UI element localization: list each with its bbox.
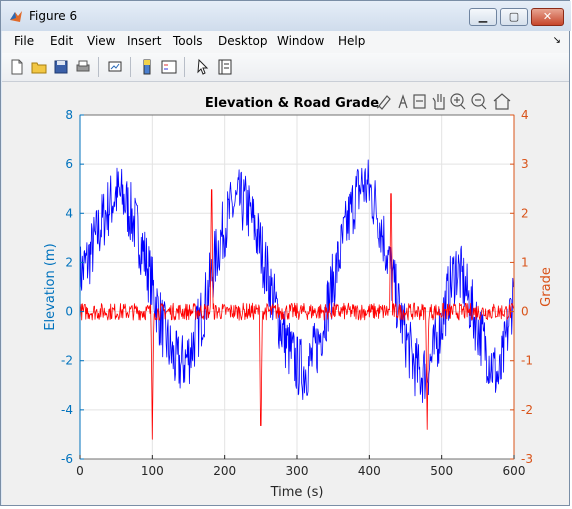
print-icon[interactable] [74,58,92,76]
right-y-tick-label: 4 [521,108,529,122]
open-file-icon[interactable] [30,58,48,76]
zoom-in-icon[interactable] [450,93,466,110]
insert-colorbar-icon[interactable] [138,58,156,76]
export-icon[interactable] [413,94,426,109]
x-tick-label: 600 [503,464,526,478]
right-y-tick-label: -3 [521,452,533,466]
figure-toolbar [2,53,569,82]
x-tick-label: 400 [358,464,381,478]
menu-edit[interactable]: Edit [50,34,74,48]
right-y-tick-label: 0 [521,305,529,319]
left-y-tick-label: 6 [65,157,73,171]
close-button[interactable]: ✕ [531,8,564,26]
x-tick-label: 0 [76,464,84,478]
menu-insert[interactable]: Insert [127,34,162,48]
insert-legend-icon[interactable] [160,58,178,76]
x-tick-label: 500 [430,464,453,478]
title-bar: Figure 6 ▁ ▢ ✕ [1,1,571,31]
left-y-axis-label: Elevation (m) [43,243,58,330]
pan-icon[interactable] [432,94,445,110]
menu-tools[interactable]: Tools [173,34,203,48]
property-inspector-icon[interactable] [216,58,234,76]
menu-desktop[interactable]: Desktop [218,34,268,48]
window-title: Figure 6 [29,9,78,23]
home-icon[interactable] [493,93,511,110]
menu-file[interactable]: File [14,34,35,48]
data-tips-icon[interactable] [398,94,408,109]
new-figure-icon[interactable] [8,58,26,76]
zoom-out-icon[interactable] [471,93,487,110]
left-y-tick-label: 8 [65,108,73,122]
axes-toolbar [376,93,511,110]
right-y-axis-label: Grade [539,267,554,307]
matlab-logo-icon [10,11,22,22]
right-y-tick-label: 2 [521,206,529,220]
menu-window[interactable]: Window [277,34,325,48]
dock-arrow-icon[interactable]: ↘ [552,35,561,46]
right-y-tick-label: 3 [521,157,529,171]
left-y-tick-label: 4 [65,206,73,220]
minimize-button[interactable]: ▁ [469,8,497,26]
right-y-tick-label: -2 [521,403,533,417]
grade-series-line [79,189,514,440]
figure-canvas: 0 100 200 300 400 500 600 -6 -4 -2 0 2 4 6 8 -3 -2 -1 0 1 2 3… [2,82,569,505]
elevation-grade-chart: 0 100 200 300 400 500 600 -6 -4 -2 0 2 4 6 8 -3 -2 -1 0 1 2 3… [43,93,554,500]
left-y-tick-label: -6 [61,452,73,466]
link-plot-icon[interactable] [106,58,124,76]
x-tick-label: 100 [141,464,164,478]
maximize-button[interactable]: ▢ [500,8,528,26]
menu-view[interactable]: View [87,34,116,48]
save-icon[interactable] [52,58,70,76]
x-axis-label: Time (s) [270,485,324,500]
left-y-tick-label: 2 [65,255,73,269]
chart-title: Elevation & Road Grade [205,96,379,111]
menu-bar: File Edit View Insert Tools Desktop Wind… [2,31,569,53]
x-tick-label: 300 [286,464,309,478]
left-y-tick-label: 0 [65,305,73,319]
menu-help[interactable]: Help [338,34,366,48]
right-y-tick-label: -1 [521,354,533,368]
left-y-tick-label: -4 [61,403,73,417]
brush-icon[interactable] [376,95,391,110]
left-y-tick-label: -2 [61,354,73,368]
x-tick-label: 200 [213,464,236,478]
edit-plot-icon[interactable] [194,58,212,76]
right-y-tick-label: 1 [521,255,529,269]
